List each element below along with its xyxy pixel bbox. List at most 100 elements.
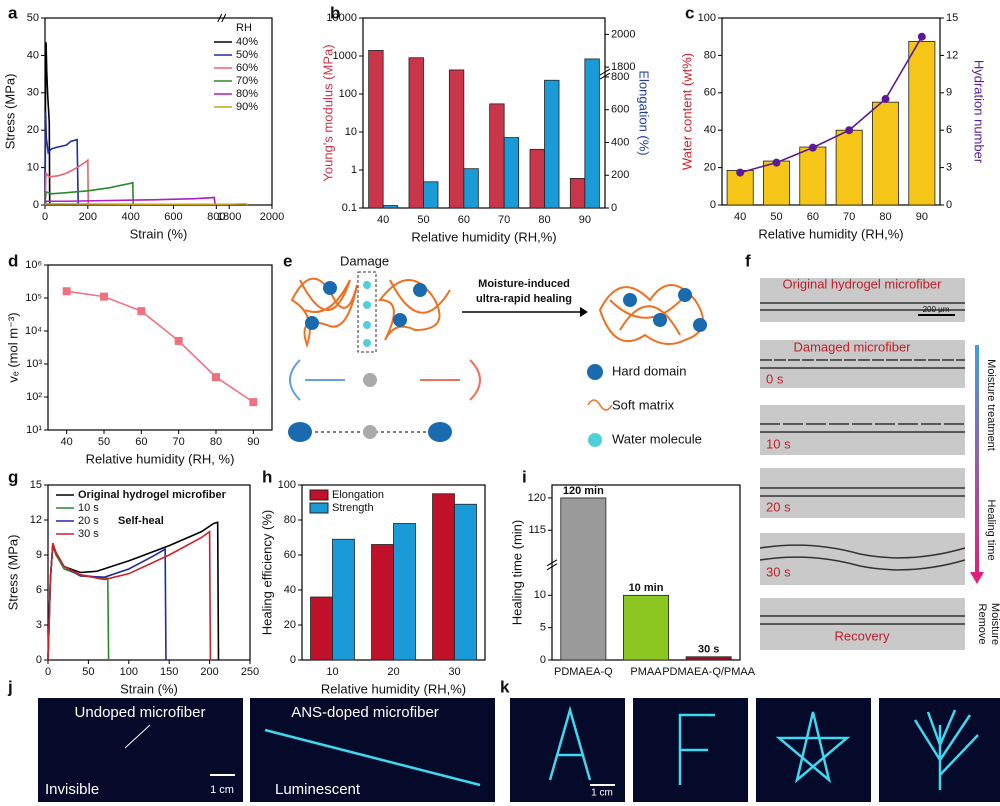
x-tick-label: 70 [498,214,510,226]
bar [463,168,479,209]
y-tick-label: 1 [351,164,357,176]
y-tick-label: 10⁴ [25,325,42,337]
x-tick-label: PDMAEA-Q/PMAA [662,666,756,678]
photo [510,698,625,802]
x-tick-label: 800 [207,211,225,223]
bar [382,205,399,209]
hard-domain [288,422,312,442]
pointer [124,724,151,749]
bar [560,497,607,661]
axis-break [217,13,227,23]
scale-label: 200 μm [923,305,950,314]
bar [908,40,936,206]
x-tick-label: 70 [843,211,855,223]
chain [420,359,481,401]
y-tick-label: 10 [27,162,39,174]
y-tick-label: 5 [540,622,546,634]
micrograph-label: Original hydrogel microfiber [783,276,943,291]
y-tick-label: 30 [27,87,39,99]
micrographs: Original hydrogel microfiber 200 μm Dama… [759,276,1000,650]
x-tick-label: PMAA [630,666,662,678]
y-tick-label: 10³ [26,358,42,370]
legend-label: 40% [236,36,258,48]
water [363,339,371,347]
y2-tick-label: 400 [611,136,629,148]
photo-label: Undoped microfiber [75,704,206,721]
x-tick-label: 50 [98,436,110,448]
x-tick-label: 200 [200,666,218,678]
x-axis-label: Strain (%) [120,681,178,696]
x-axis-label: Relative humidity (RH,%) [758,226,903,241]
bar [454,503,477,661]
micrograph-label: Damaged microfiber [793,339,911,354]
marker [249,398,258,407]
plot-frame [362,17,606,209]
legend-label: Elongation [332,489,384,501]
photo [38,698,243,802]
legend-water [588,433,602,447]
x-axis-label: Strain (%) [130,226,188,241]
plot-frame [47,264,273,431]
bar [685,656,732,661]
y-axis-label: Young's modulus (MPa) [320,44,335,181]
bar [763,160,790,206]
hard-domain [678,288,692,302]
y-tick-label: 0 [36,654,42,666]
time-arrow [975,345,979,573]
y2-tick-label: 800 [611,71,629,83]
time-label: 30 s [766,564,791,579]
y-tick-label: 40 [704,124,716,136]
y-tick-label: 20 [284,619,296,631]
bar [310,596,333,661]
bar [408,57,424,209]
y-tick-label: 3 [36,619,42,631]
remove-label: Moisture [989,603,1000,645]
y-tick-label: 1000 [333,50,357,62]
y-tick-label: 80 [704,49,716,61]
time-arrow-head [970,572,984,584]
arrow-label: Moisture treatment [985,359,997,451]
x-tick-label: 250 [241,666,259,678]
bar [872,101,899,206]
y2-tick-label: 6 [946,124,952,136]
x-tick-label: 40 [734,211,746,223]
series-line [44,42,51,206]
y-tick-label: 80 [284,514,296,526]
photo-label: Invisible [45,781,99,798]
hard-domain [393,313,407,327]
x-tick-label: 150 [160,666,178,678]
bar [489,103,505,209]
micrograph [760,533,965,585]
legend-label: 90% [236,101,258,113]
legend-label: 10 s [78,502,99,514]
x-axis-label: Relative humidity (RH, %) [86,451,235,466]
legend-label: 70% [236,75,258,87]
y-axis-label: Healing time (min) [509,520,524,625]
y-tick-label: 60 [704,87,716,99]
legend-title: RH [236,22,252,34]
hard-domain [653,313,667,327]
y-tick-label: 0 [710,199,716,211]
damage-label: Damage [340,253,389,268]
panel-label: k [500,677,510,696]
x-tick-label: 2000 [260,211,284,223]
y-tick-label: 0 [290,654,296,666]
x-tick-label: 50 [770,211,782,223]
bar [503,137,520,209]
x-tick-label: 80 [210,436,222,448]
x-axis-label: Relative humidity (RH,%) [411,229,556,244]
y-tick-label: 115 [528,524,546,536]
x-tick-label: 90 [579,214,591,226]
y2-axis-label: Elongation (%) [637,70,652,155]
x-tick-label: 1800 [217,211,241,223]
y2-tick-label: 9 [946,87,952,99]
marker [772,158,781,167]
x-tick-label: 400 [121,211,139,223]
value-label: 30 s [698,644,719,656]
marker [845,126,854,135]
schematic: Damage Moisture-induced ultra-rapid heal… [288,253,707,447]
series-line [66,290,254,403]
y-axis-label: Stress (MPa) [5,535,20,611]
y2-axis-label: Hydration number [972,60,987,164]
